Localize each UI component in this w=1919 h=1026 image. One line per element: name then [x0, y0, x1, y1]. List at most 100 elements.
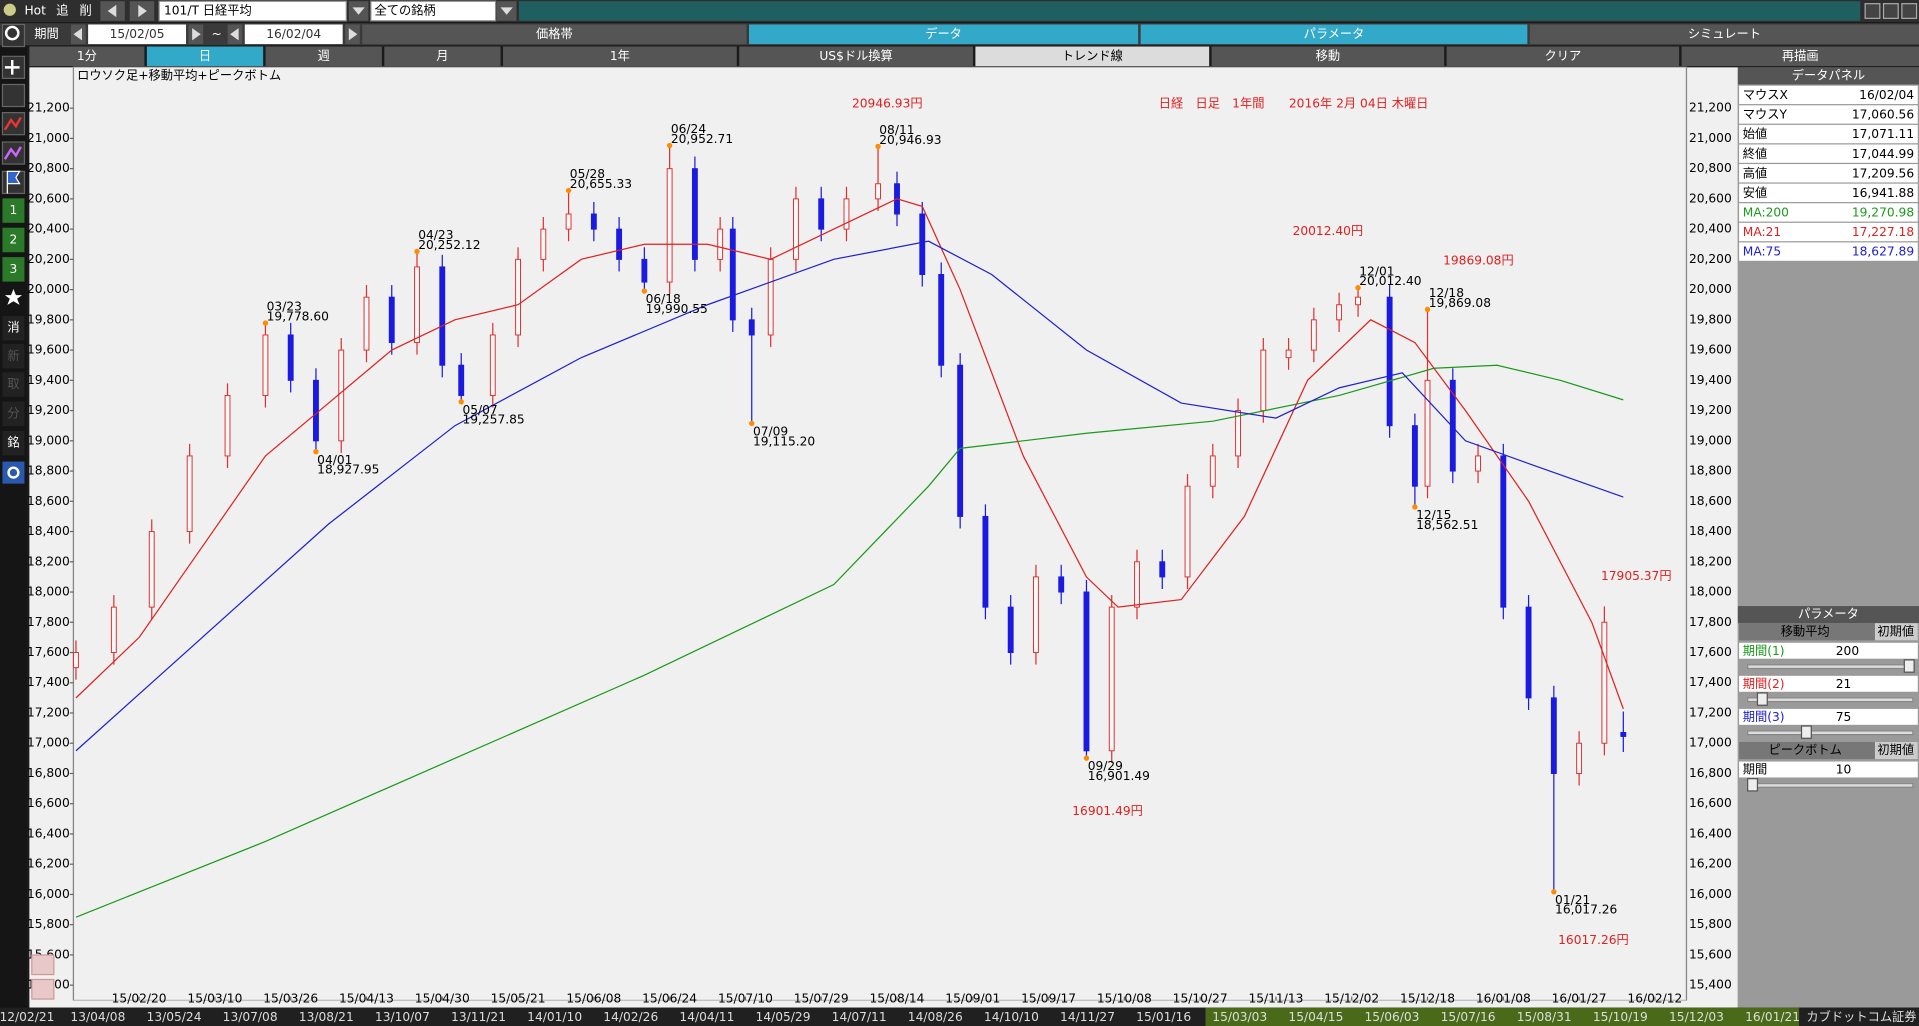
peak-dot — [641, 288, 648, 294]
tab[interactable] — [146, 46, 264, 67]
slider-thumb[interactable] — [1903, 659, 1915, 673]
tab-label[interactable]: 月 — [436, 49, 448, 63]
peak-value: 20,952.71 — [671, 132, 733, 146]
hot-button[interactable]: Hot — [24, 4, 46, 18]
tab-label[interactable]: クリア — [1545, 49, 1582, 63]
slider-track[interactable] — [1747, 697, 1914, 703]
y-tick-label: 20,800 — [27, 161, 70, 175]
tab[interactable] — [748, 24, 1139, 45]
tab[interactable] — [1446, 46, 1680, 67]
arrow[interactable] — [230, 28, 239, 41]
delete-button[interactable]: 削 — [80, 4, 92, 18]
tab-label[interactable]: 日 — [199, 49, 211, 63]
tab[interactable] — [265, 46, 382, 67]
settings-icon[interactable] — [2, 461, 25, 484]
candle-body — [767, 258, 774, 336]
y-tick-label: 20,200 — [27, 252, 70, 266]
filter-text[interactable]: 全ての銘柄 — [374, 3, 435, 18]
tool-label[interactable]: 消 — [7, 321, 19, 335]
x-tick-label: 16/01/27 — [1552, 992, 1607, 1006]
filter-box[interactable] — [370, 0, 497, 22]
peak-date: 05/07 — [462, 403, 497, 417]
tab-label[interactable]: US$ドル換算 — [819, 48, 892, 63]
x-tick-label: 15/09/01 — [945, 992, 1000, 1006]
tool-label[interactable]: 3 — [10, 262, 18, 276]
slider-thumb[interactable] — [1747, 778, 1759, 792]
peak-dot — [875, 143, 881, 150]
tool-icon[interactable] — [2, 227, 25, 253]
tool-icon[interactable] — [2, 344, 25, 369]
tab[interactable] — [362, 24, 747, 45]
tab-label[interactable]: 移動 — [1316, 49, 1340, 63]
candle-body — [729, 228, 736, 321]
tool-label[interactable]: 取 — [7, 377, 19, 391]
candle-body — [1007, 606, 1014, 654]
tab[interactable] — [975, 46, 1210, 67]
tab-label[interactable]: 週 — [318, 49, 330, 63]
panel-row — [1739, 183, 1918, 203]
tab-label[interactable]: 価格帯 — [536, 26, 573, 41]
window-button[interactable] — [1864, 3, 1881, 19]
price-annotation: 20946.93円 — [852, 97, 923, 111]
tab-label[interactable]: シミュレート — [1688, 27, 1761, 41]
tab[interactable] — [1211, 46, 1445, 67]
x-tick-label: 15/03/10 — [187, 992, 242, 1006]
arrow[interactable] — [192, 28, 201, 41]
candle-body — [458, 364, 465, 396]
reset-label[interactable]: 初期値 — [1877, 742, 1914, 757]
from-box[interactable] — [88, 24, 187, 45]
tab-label[interactable]: パラメータ — [1304, 27, 1365, 41]
to-date[interactable]: 16/02/04 — [266, 27, 321, 41]
y-tick-label-right: 18,200 — [1689, 554, 1732, 568]
slider-track[interactable] — [1747, 730, 1914, 736]
reset-button[interactable] — [1874, 623, 1918, 641]
slider-track[interactable] — [1747, 664, 1914, 670]
tool-icon[interactable] — [2, 198, 25, 223]
add-button[interactable]: 追 — [56, 3, 68, 18]
symbol-box[interactable] — [158, 0, 347, 22]
tool-label[interactable]: 2 — [10, 232, 18, 246]
tab[interactable] — [1681, 46, 1919, 67]
tab[interactable] — [1529, 24, 1919, 45]
tab[interactable] — [384, 46, 501, 67]
tool-label[interactable]: 分 — [7, 406, 19, 420]
next-arrow[interactable] — [138, 4, 147, 18]
tool-icon[interactable] — [2, 401, 25, 427]
arrow[interactable] — [73, 28, 82, 41]
y-tick-label: 16,200 — [27, 857, 70, 871]
slider-thumb[interactable] — [1800, 725, 1812, 739]
tool-icon[interactable] — [2, 372, 25, 397]
y-tick-label: 21,000 — [27, 131, 70, 145]
slider-thumb[interactable] — [1756, 692, 1768, 706]
tool-label[interactable]: 新 — [7, 348, 19, 363]
tool-icon[interactable] — [2, 257, 25, 282]
section-title: 移動平均 — [1781, 624, 1830, 638]
tab-label[interactable]: データ — [925, 26, 962, 41]
tab-label[interactable]: トレンド線 — [1062, 48, 1123, 63]
reset-label[interactable]: 初期値 — [1877, 623, 1914, 638]
from-date[interactable]: 15/02/05 — [110, 27, 165, 41]
tool-icon[interactable] — [2, 315, 25, 341]
tool-label[interactable]: 1 — [10, 203, 18, 217]
tab-label[interactable]: 再描画 — [1782, 49, 1819, 63]
arrow[interactable] — [348, 28, 358, 41]
tab[interactable] — [739, 46, 973, 67]
tab-label[interactable]: 1年 — [610, 49, 630, 63]
moving-average — [75, 364, 1624, 918]
reset-button[interactable] — [1874, 741, 1918, 760]
tab[interactable] — [29, 46, 145, 67]
tool-icon[interactable] — [1, 83, 26, 108]
tool-icon[interactable] — [2, 430, 25, 456]
symbol-text[interactable]: 101/T 日経平均 — [164, 4, 252, 18]
prev-arrow[interactable] — [107, 4, 117, 18]
tab-label[interactable]: 1分 — [77, 49, 97, 63]
slider-track[interactable] — [1747, 782, 1914, 788]
param-name: 期間(3) — [1743, 710, 1785, 724]
window-button[interactable] — [1882, 3, 1899, 19]
tab[interactable] — [1140, 24, 1528, 45]
window-button[interactable] — [1901, 3, 1918, 19]
tab[interactable] — [503, 46, 737, 67]
to-box[interactable] — [244, 24, 343, 45]
peak-value: 19,869.08 — [1429, 296, 1491, 310]
tool-label[interactable]: 銘 — [7, 435, 19, 450]
